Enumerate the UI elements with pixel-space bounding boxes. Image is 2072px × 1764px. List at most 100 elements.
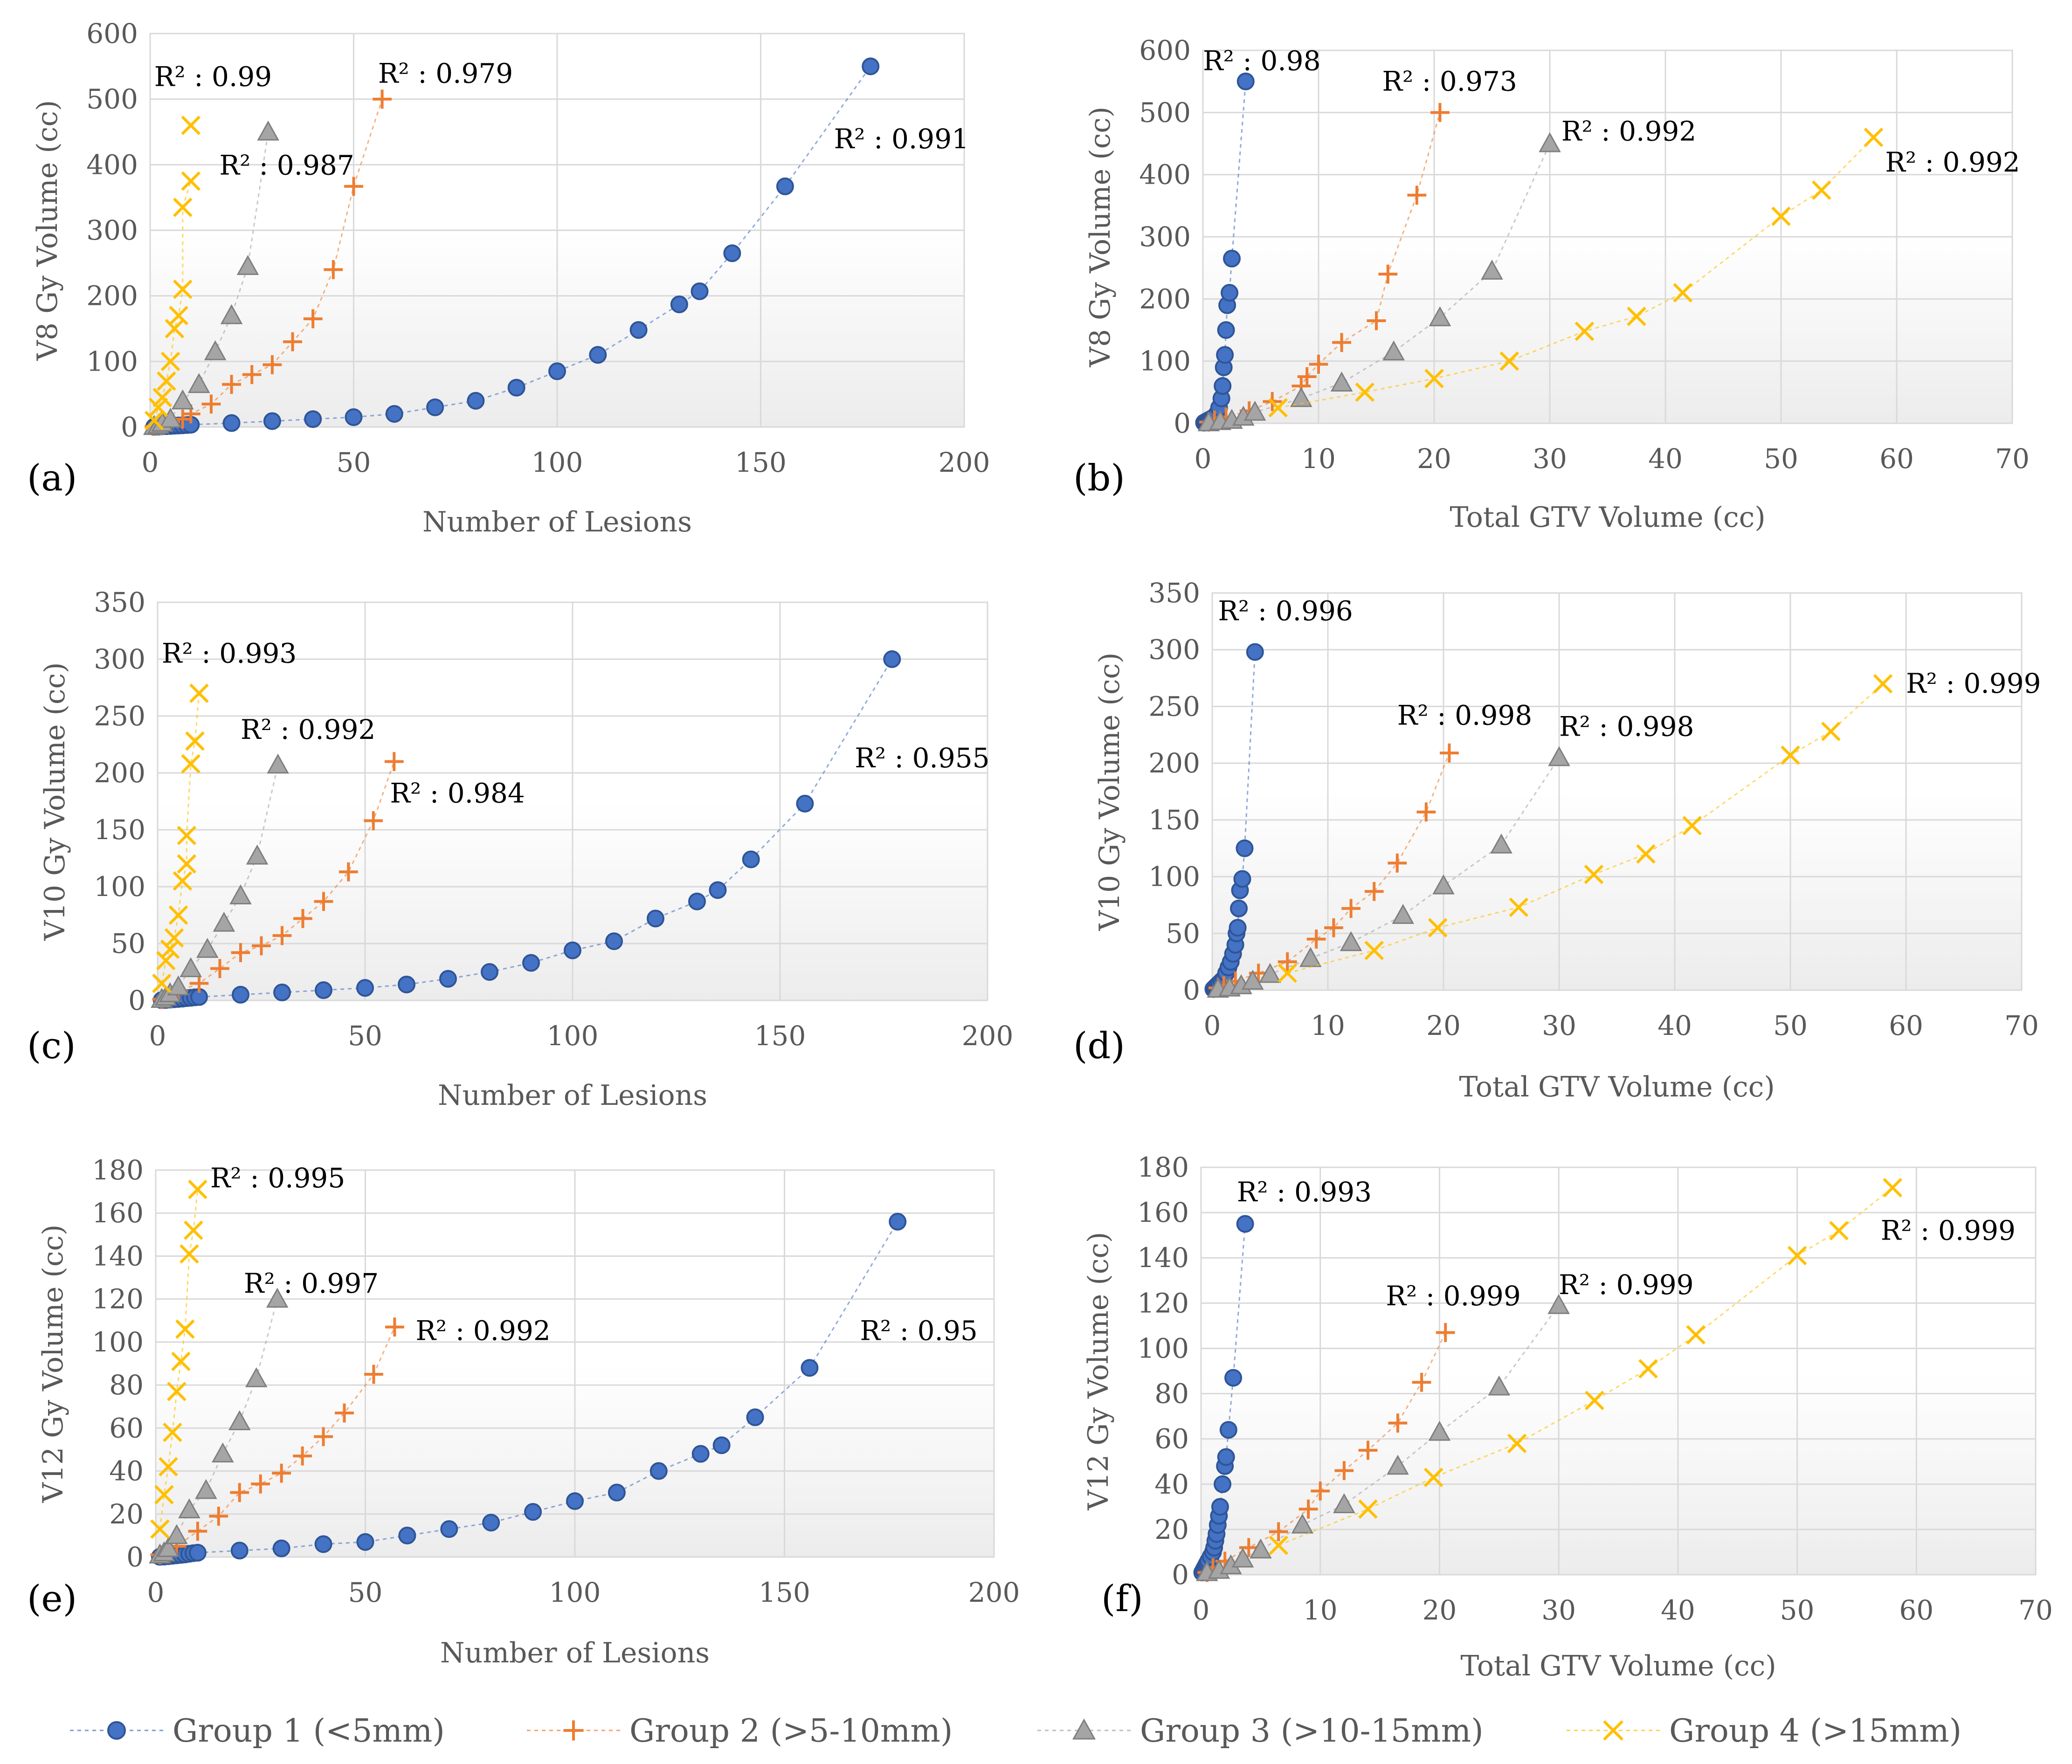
data-point: [1873, 674, 1893, 694]
data-point: [164, 928, 184, 948]
data-point: [1829, 1221, 1849, 1240]
legend-label: Group 4 (>15mm): [1669, 1713, 1961, 1750]
y-tick-label: 350: [94, 586, 145, 618]
data-point: [1539, 132, 1561, 152]
data-point: [1811, 180, 1831, 200]
x-tick-label: 70: [2004, 1010, 2039, 1041]
data-point: [1575, 321, 1595, 341]
y-tick-label: 140: [1137, 1242, 1189, 1274]
y-tick-label: 60: [1154, 1423, 1189, 1455]
y-tick-label: 80: [1154, 1378, 1189, 1410]
data-point: [189, 683, 209, 703]
x-tick-label: 0: [147, 1577, 165, 1608]
data-point: [245, 1367, 268, 1387]
data-point: [159, 407, 182, 428]
data-point: [1236, 72, 1255, 90]
data-point: [272, 1539, 290, 1557]
y-axis-title: V12 Gy Volume (cc): [1082, 1232, 1115, 1511]
data-point: [385, 1317, 404, 1337]
y-tick-label: 40: [1154, 1468, 1189, 1500]
data-point: [712, 1436, 731, 1454]
data-point: [1686, 1325, 1706, 1345]
data-point: [314, 892, 333, 911]
data-point: [1507, 1433, 1527, 1454]
data-point: [1638, 1359, 1658, 1378]
data-point: [177, 854, 197, 874]
data-point: [1299, 947, 1322, 967]
data-point: [1547, 1294, 1570, 1314]
data-point: [263, 412, 281, 430]
data-point: [1217, 321, 1235, 339]
x-tick-label: 200: [968, 1577, 1020, 1608]
data-point: [181, 116, 201, 135]
data-point: [1673, 283, 1693, 303]
y-tick-label: 600: [86, 18, 138, 49]
data-point: [1341, 899, 1361, 918]
data-point: [173, 871, 193, 891]
x-axis-title: Number of Lesions: [440, 1637, 710, 1669]
x-tick-label: 10: [1301, 443, 1336, 475]
y-axis-title: V12 Gy Volume (cc): [37, 1225, 69, 1503]
y-tick-label: 600: [1139, 34, 1191, 66]
data-point: [1217, 1448, 1235, 1466]
data-point: [273, 983, 291, 1001]
x-tick-label: 70: [2018, 1594, 2053, 1626]
y-tick-label: 200: [94, 757, 145, 789]
trend-line: [1278, 137, 1874, 409]
y-tick-label: 0: [121, 411, 138, 443]
y-tick-label: 100: [94, 871, 145, 903]
data-point: [1324, 918, 1343, 937]
data-point: [384, 752, 404, 771]
data-point: [1407, 186, 1427, 205]
data-point: [373, 90, 392, 109]
data-point: [364, 811, 383, 830]
y-tick-label: 0: [1183, 974, 1200, 1006]
data-point: [293, 909, 312, 928]
data-point: [629, 321, 648, 339]
data-point: [231, 943, 250, 962]
data-point: [303, 309, 323, 329]
data-point: [649, 1462, 668, 1480]
data-point: [228, 1410, 251, 1430]
data-point: [1787, 1246, 1807, 1266]
data-point: [163, 1422, 182, 1442]
r-squared-label: R² : 0.999: [1881, 1214, 2016, 1246]
data-point: [315, 981, 332, 999]
data-point: [222, 414, 241, 432]
data-point: [398, 975, 415, 993]
x-axis-title: Number of Lesions: [438, 1079, 707, 1112]
data-point: [883, 650, 901, 668]
x-tick-label: 150: [754, 1020, 806, 1052]
series-group-3: [1207, 746, 1570, 998]
y-tick-label: 0: [1174, 407, 1191, 439]
series-group-3: [149, 1288, 289, 1564]
series-group-3: [1197, 132, 1561, 432]
data-point: [1246, 643, 1264, 661]
data-point: [1239, 1538, 1258, 1557]
y-tick-label: 180: [92, 1154, 144, 1186]
data-point: [482, 1514, 500, 1532]
y-tick-label: 300: [86, 214, 138, 246]
data-point: [467, 392, 485, 410]
data-point: [173, 279, 193, 299]
y-tick-label: 40: [109, 1455, 144, 1487]
data-point: [1306, 930, 1326, 949]
y-tick-label: 200: [86, 280, 138, 312]
data-point: [180, 1244, 199, 1264]
data-point: [178, 1498, 200, 1519]
legend-item-group-4: Group 4 (>15mm): [1567, 1713, 1961, 1750]
data-point: [160, 351, 180, 372]
data-point: [165, 319, 185, 338]
data-point: [1216, 346, 1234, 364]
x-tick-label: 20: [1426, 1010, 1461, 1041]
r-squared-label: R² : 0.999: [1906, 668, 2041, 699]
r-squared-label: R² : 0.992: [415, 1315, 550, 1346]
data-point: [169, 306, 188, 325]
data-point: [1682, 816, 1702, 835]
data-point: [1364, 882, 1384, 901]
data-point: [212, 1442, 234, 1463]
r-squared-label: R² : 0.997: [244, 1268, 379, 1299]
data-point: [1432, 874, 1455, 895]
panel-label: (c): [27, 1025, 76, 1067]
